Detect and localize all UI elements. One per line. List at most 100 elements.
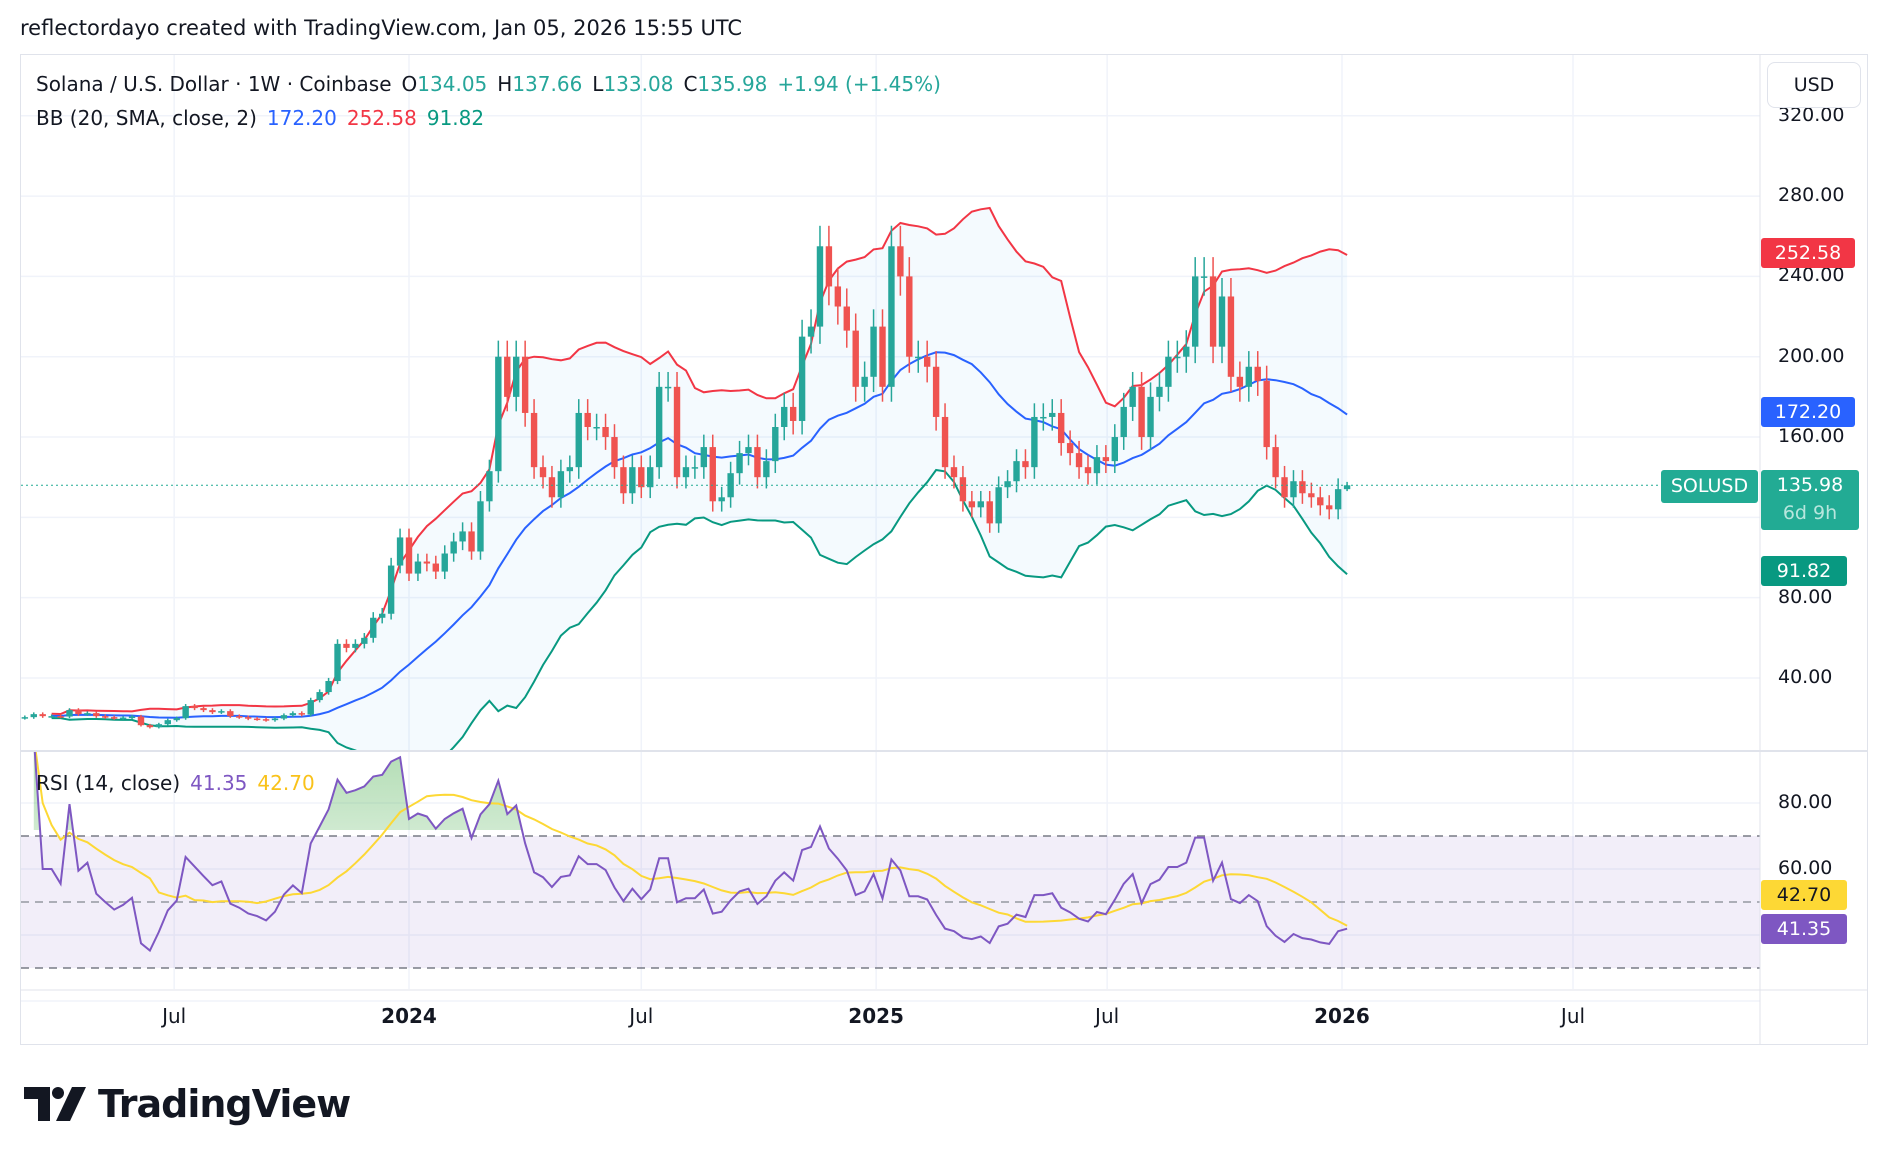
candle bbox=[102, 714, 109, 719]
candle-body bbox=[566, 467, 574, 472]
candle bbox=[137, 714, 145, 727]
candle-body bbox=[950, 467, 958, 478]
candle bbox=[1102, 445, 1110, 474]
candle-body bbox=[200, 708, 207, 711]
symbol-legend[interactable]: Solana / U.S. Dollar · 1W · Coinbase O134… bbox=[36, 72, 951, 96]
candle-body bbox=[173, 718, 180, 721]
bb-basis-value: 172.20 bbox=[266, 106, 337, 130]
candle-body bbox=[209, 710, 216, 713]
candle-body bbox=[781, 406, 788, 427]
candle-body bbox=[75, 710, 82, 715]
time-axis-label: Jul bbox=[1095, 1004, 1120, 1028]
candle bbox=[1147, 382, 1154, 450]
candle-body bbox=[897, 246, 904, 277]
currency-button[interactable]: USD bbox=[1767, 62, 1861, 108]
candle bbox=[1245, 351, 1253, 402]
candle-body bbox=[1263, 380, 1270, 448]
candle bbox=[1022, 449, 1029, 479]
candle bbox=[1343, 481, 1351, 492]
price-axis-tick: 240.00 bbox=[1778, 264, 1845, 287]
candle-body bbox=[271, 718, 279, 721]
candle bbox=[1218, 278, 1226, 364]
candle-body bbox=[30, 714, 37, 718]
price-axis-tick: 320.00 bbox=[1778, 103, 1845, 126]
time-axis-label: Jul bbox=[1560, 1004, 1586, 1028]
candle bbox=[200, 706, 207, 713]
tradingview-logo[interactable]: TradingView bbox=[24, 1082, 351, 1126]
candle-body bbox=[1218, 296, 1226, 347]
candle-body bbox=[754, 447, 761, 478]
candle bbox=[459, 522, 466, 551]
candle-body bbox=[968, 501, 976, 508]
candle bbox=[968, 491, 976, 518]
bb-legend[interactable]: BB (20, SMA, close, 2) 172.20 252.58 91.82 bbox=[36, 106, 494, 130]
rsi-ma-tag: 42.70 bbox=[1761, 880, 1847, 910]
candle-body bbox=[280, 715, 288, 719]
candle bbox=[173, 716, 180, 722]
candle bbox=[530, 399, 538, 479]
time-axis-label: Jul bbox=[162, 1004, 187, 1028]
rsi-tag: 41.35 bbox=[1761, 914, 1847, 944]
candle-body bbox=[557, 471, 565, 498]
candle bbox=[647, 455, 654, 499]
candle bbox=[1093, 445, 1101, 485]
candle bbox=[861, 361, 868, 402]
candle-body bbox=[289, 713, 297, 716]
tradingview-logo-text: TradingView bbox=[98, 1082, 351, 1126]
candle-body bbox=[1075, 453, 1083, 468]
candle-body bbox=[1227, 296, 1235, 377]
candle-body bbox=[1254, 366, 1261, 381]
candle bbox=[1165, 340, 1172, 402]
candle bbox=[182, 704, 189, 720]
candle bbox=[262, 717, 270, 722]
candle bbox=[1299, 470, 1306, 504]
high-value: 137.66 bbox=[512, 72, 583, 96]
candle bbox=[923, 340, 931, 383]
candle-body bbox=[932, 366, 940, 417]
candle bbox=[316, 689, 323, 703]
candle-body bbox=[218, 711, 225, 713]
candle bbox=[709, 434, 716, 512]
candle bbox=[1192, 257, 1199, 364]
candle-body bbox=[1290, 481, 1297, 498]
bb-lower-value: 91.82 bbox=[426, 106, 485, 130]
candle-body bbox=[1183, 346, 1190, 357]
rsi-legend[interactable]: RSI (14, close) 41.35 42.70 bbox=[36, 771, 325, 795]
candle-body bbox=[664, 386, 672, 389]
chart-frame bbox=[20, 54, 1868, 1045]
candle-body bbox=[1165, 356, 1172, 387]
candle bbox=[209, 708, 216, 714]
candle-body bbox=[495, 356, 502, 472]
bb-basis-line bbox=[51, 351, 1348, 719]
close-value: 135.98 bbox=[697, 72, 768, 96]
candle-body bbox=[137, 716, 145, 726]
candle bbox=[155, 722, 163, 729]
candle-body bbox=[387, 565, 395, 614]
candle bbox=[450, 532, 457, 562]
candle-body bbox=[378, 613, 386, 618]
candle-body bbox=[370, 617, 377, 638]
candle bbox=[504, 340, 511, 412]
high-label: H bbox=[497, 72, 513, 96]
candle-body bbox=[1326, 505, 1333, 510]
candle bbox=[352, 639, 359, 653]
candle-body bbox=[432, 563, 440, 572]
price-pane bbox=[21, 206, 1760, 751]
candle-body bbox=[906, 276, 913, 357]
candle bbox=[763, 449, 770, 489]
candle-body bbox=[673, 386, 681, 478]
candle bbox=[906, 257, 913, 373]
price-axis-tick: 40.00 bbox=[1778, 666, 1833, 688]
candle bbox=[334, 639, 341, 685]
candle-body bbox=[691, 467, 699, 469]
candle-body bbox=[986, 501, 993, 524]
candle-body bbox=[84, 713, 91, 715]
candle-body bbox=[1281, 477, 1288, 498]
candle-body bbox=[611, 437, 618, 468]
candle bbox=[1084, 455, 1092, 485]
candle bbox=[1183, 330, 1190, 373]
candle-body bbox=[334, 643, 341, 682]
rsi-axis-tick: 80.00 bbox=[1778, 791, 1833, 813]
candle-body bbox=[325, 681, 332, 693]
